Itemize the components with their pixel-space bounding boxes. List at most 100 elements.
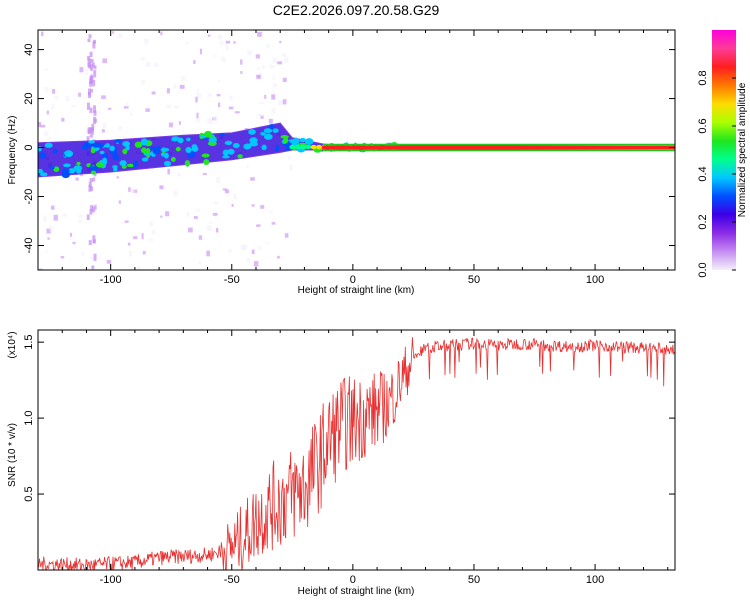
noise-speckle [209, 118, 213, 125]
noise-speckle [289, 164, 293, 171]
noise-speckle [90, 127, 94, 132]
noise-speckle [256, 224, 261, 227]
trace-blob [208, 137, 217, 143]
noise-speckle [179, 84, 185, 89]
noise-speckle [233, 41, 236, 44]
spectrogram-y-tick-label: 20 [23, 92, 35, 104]
noise-speckle [63, 213, 67, 217]
noise-speckle [88, 184, 92, 192]
noise-speckle [46, 137, 52, 140]
spectrogram-x-ticks: -100 -50 0 50 100 [37, 30, 669, 286]
trace-blob [315, 144, 322, 150]
trace-blob [99, 150, 105, 155]
trace-blob [203, 130, 213, 138]
trace-blob [299, 137, 306, 143]
noise-speckle [106, 260, 112, 264]
trace-blob [232, 143, 240, 149]
trace-blob [38, 152, 47, 159]
noise-speckle [79, 67, 84, 73]
noise-speckle [102, 122, 107, 129]
trace-blob [49, 165, 55, 170]
noise-speckle [93, 65, 97, 70]
trace-blob [112, 153, 120, 161]
noise-speckle [231, 203, 234, 207]
noise-speckle [213, 115, 217, 122]
snr-y-tick-label: 1.0 [23, 410, 35, 425]
noise-speckle [159, 185, 164, 190]
colorbar-tick-label: 0.4 [697, 166, 709, 181]
noise-speckle [90, 74, 94, 79]
trace-blob [291, 138, 300, 145]
noise-speckle [206, 225, 212, 231]
noise-speckle [86, 214, 90, 220]
noise-speckle [168, 122, 173, 128]
spectrogram-panel: -100 -50 0 50 100 -40 -20 0 20 40 Height of stra… [7, 29, 676, 296]
noise-speckle [154, 62, 159, 68]
noise-speckle [86, 136, 90, 141]
noise-speckle [128, 187, 131, 192]
noise-speckle [195, 96, 198, 103]
spectrogram-y-ticks: -40 -20 0 20 40 [23, 43, 675, 253]
noise-speckle [260, 115, 264, 119]
snr-x-tick-label: 100 [586, 574, 604, 586]
noise-speckle [271, 94, 276, 100]
colorbar-tick-label: 0.8 [697, 70, 709, 85]
trace-blob [243, 143, 252, 150]
noise-speckle [257, 246, 262, 251]
noise-speckle [225, 40, 231, 44]
noise-speckle [196, 93, 202, 98]
noise-speckle [90, 89, 94, 93]
noise-speckle [45, 68, 48, 72]
noise-speckle [93, 70, 97, 78]
trace-blob [44, 142, 53, 148]
noise-speckle [214, 54, 217, 58]
noise-speckle [196, 208, 201, 213]
noise-speckle [177, 172, 181, 177]
noise-speckle [166, 88, 170, 94]
noise-speckle [284, 233, 289, 238]
spectrogram-x-tick-label: 100 [586, 274, 604, 286]
noise-speckle [51, 104, 55, 110]
noise-speckle [52, 88, 56, 94]
trace-blob [170, 156, 176, 162]
trace-blob [53, 166, 60, 172]
noise-speckle [218, 102, 221, 108]
noise-speckle [92, 206, 96, 213]
trace-blob [203, 159, 210, 166]
noise-speckle [282, 77, 287, 83]
noise-speckle [141, 80, 145, 85]
noise-speckle [125, 102, 129, 107]
trace-blob [201, 153, 210, 158]
trace-blob [237, 154, 243, 159]
noise-speckle [89, 134, 93, 138]
spectrogram-y-tick-label: -20 [23, 189, 35, 205]
noise-speckle [85, 128, 89, 135]
noise-speckle [199, 48, 203, 55]
noise-speckle [46, 228, 51, 234]
noise-speckle [174, 105, 179, 109]
noise-speckle [207, 118, 212, 124]
trace-blob [219, 133, 225, 137]
noise-speckle [240, 71, 243, 75]
noise-speckle [91, 265, 95, 270]
trace-blob [224, 140, 233, 146]
noise-speckle [216, 176, 220, 183]
trace-blob [105, 143, 110, 148]
noise-speckle [43, 131, 49, 136]
trace-blob [126, 163, 135, 168]
noise-speckle [145, 108, 150, 112]
noise-speckle [279, 40, 282, 44]
noise-speckle [81, 251, 85, 256]
noise-speckle [206, 250, 211, 257]
noise-speckle [45, 250, 48, 253]
trace-blob [89, 166, 99, 171]
noise-speckle [49, 225, 54, 231]
noise-speckle [207, 93, 212, 97]
noise-speckle [151, 230, 156, 235]
noise-speckle [151, 166, 154, 171]
noise-speckle [178, 121, 182, 125]
noise-speckle [258, 74, 261, 80]
noise-speckle [213, 201, 218, 205]
noise-speckle [93, 116, 97, 124]
noise-speckle [87, 55, 91, 61]
